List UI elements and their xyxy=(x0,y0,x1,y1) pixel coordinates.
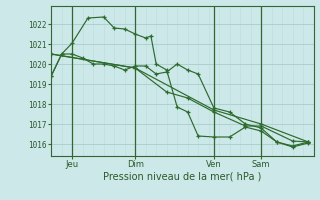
X-axis label: Pression niveau de la mer( hPa ): Pression niveau de la mer( hPa ) xyxy=(103,172,261,182)
